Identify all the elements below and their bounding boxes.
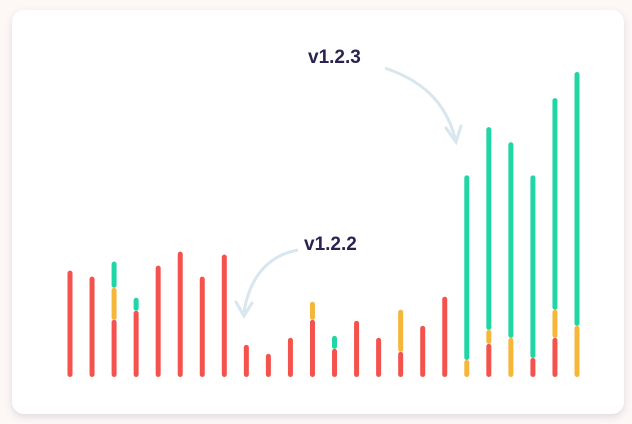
bar-segment [177, 251, 183, 377]
bar-segment [287, 337, 293, 377]
bar-segment [420, 325, 426, 377]
bar-segment [89, 276, 95, 377]
bar-segment [133, 297, 139, 311]
bar-segment [265, 353, 271, 377]
bar-segment [486, 127, 492, 330]
bar-segment [243, 344, 249, 377]
bar-segment [464, 359, 470, 377]
arrow [242, 248, 299, 313]
bar-segment [133, 310, 139, 377]
bar-segment [552, 309, 558, 338]
bar-segment [442, 296, 448, 377]
arrow-head [444, 124, 463, 146]
bar-segment [552, 337, 558, 377]
bar-segment [332, 348, 338, 377]
bar-segment [398, 309, 404, 352]
bar-segment [398, 351, 404, 377]
bar-segment [530, 175, 536, 358]
bar-segment [155, 265, 161, 377]
annotation: v1.2.3 [308, 47, 361, 68]
bar-segment [486, 329, 492, 344]
bar-segment [508, 337, 514, 377]
bar-segment [508, 142, 514, 338]
bar-segment [574, 72, 580, 326]
bar-segment [67, 270, 73, 377]
bar-segment [199, 276, 205, 377]
bar-segment [111, 319, 117, 377]
bar-segment [221, 254, 227, 377]
bar-segment [332, 335, 338, 349]
bar-segment [309, 319, 315, 377]
bar-segment [376, 337, 382, 377]
bar-segment [309, 301, 315, 320]
arrow-head [234, 300, 254, 319]
bar-segment [530, 357, 536, 377]
bar-segment [574, 325, 580, 377]
bar-segment [111, 287, 117, 320]
bar-segment [111, 261, 117, 288]
arrow [384, 66, 457, 139]
bar-segment [552, 98, 558, 310]
bar-segment [464, 175, 470, 360]
bar-segment [354, 320, 360, 377]
annotation: v1.2.2 [304, 234, 357, 255]
bar-segment [486, 343, 492, 377]
